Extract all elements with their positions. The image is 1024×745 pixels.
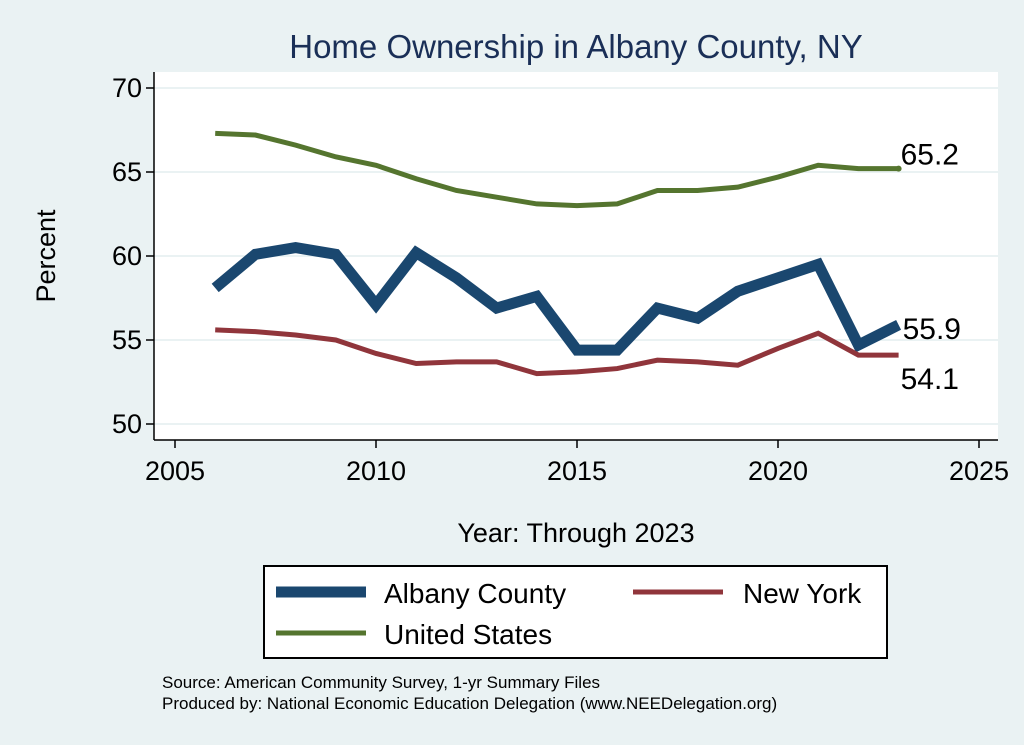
- y-tick-label-70: 70: [112, 73, 142, 103]
- x-tick-label-2015: 2015: [547, 456, 607, 486]
- y-tick-label-50: 50: [112, 409, 142, 439]
- end-label-albany-county: 55.9: [903, 313, 961, 346]
- series-line-albany-county: [211, 242, 902, 356]
- series-line-new-york: [215, 327, 899, 377]
- end-marker-united-states: [895, 165, 902, 172]
- legend: Albany County New York United States: [263, 565, 888, 659]
- y-tick-label-60: 60: [112, 241, 142, 271]
- y-tick-label-55: 55: [112, 325, 142, 355]
- legend-label-new-york: New York: [743, 578, 862, 609]
- legend-label-united-states: United States: [384, 619, 552, 650]
- y-axis-title: Percent: [31, 209, 61, 303]
- source-note: Source: American Community Survey, 1-yr …: [162, 673, 600, 692]
- series-layer: [211, 130, 902, 377]
- series-line-united-states: [215, 130, 899, 209]
- x-tick-label-2020: 2020: [748, 456, 808, 486]
- chart-title: Home Ownership in Albany County, NY: [289, 28, 863, 65]
- x-tick-label-2005: 2005: [145, 456, 205, 486]
- axes: 50 55 60 65 70 2005 2010 2015 2020 2025: [112, 72, 1009, 486]
- x-axis-title: Year: Through 2023: [457, 518, 694, 548]
- end-labels: 55.9 54.1 65.2: [895, 139, 961, 396]
- x-tick-label-2010: 2010: [346, 456, 406, 486]
- x-tick-label-2025: 2025: [949, 456, 1009, 486]
- legend-box: [263, 565, 888, 659]
- end-label-united-states: 65.2: [901, 139, 959, 172]
- y-tick-label-65: 65: [112, 157, 142, 187]
- end-label-new-york: 54.1: [901, 363, 959, 396]
- producer-note: Produced by: National Economic Education…: [162, 694, 777, 713]
- legend-label-albany-county: Albany County: [384, 578, 566, 609]
